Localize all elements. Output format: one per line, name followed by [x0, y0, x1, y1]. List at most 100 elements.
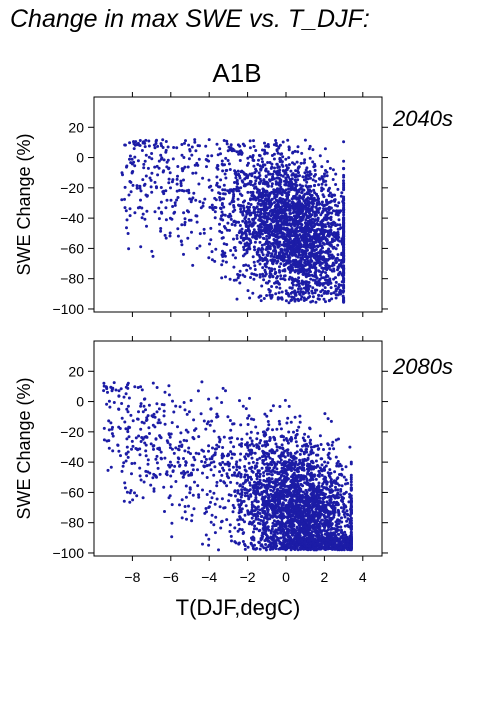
- scatter-point: [233, 208, 237, 212]
- scatter-point: [259, 207, 263, 211]
- scatter-point: [228, 202, 232, 206]
- scatter-point: [249, 203, 253, 206]
- scatter-point: [204, 457, 208, 461]
- scatter-point: [309, 471, 313, 475]
- scatter-point: [288, 207, 292, 211]
- scatter-point: [331, 440, 335, 444]
- scatter-point: [326, 282, 330, 286]
- scatter-point: [307, 267, 311, 271]
- scatter-point: [268, 293, 272, 297]
- scatter-point: [298, 241, 302, 245]
- scatter-point: [267, 279, 271, 283]
- scatter-point: [220, 263, 224, 267]
- scatter-point: [206, 154, 210, 158]
- scatter-point: [229, 493, 233, 497]
- scatter-point: [195, 220, 199, 224]
- scatter-point: [344, 482, 347, 486]
- scatter-point: [290, 234, 294, 238]
- scatter-point: [131, 498, 135, 502]
- scatter-point: [153, 165, 157, 169]
- scatter-point: [285, 166, 289, 170]
- scatter-point: [293, 299, 297, 303]
- scatter-point: [258, 174, 262, 177]
- scatter-point: [275, 204, 278, 208]
- scatter-point: [176, 174, 179, 178]
- scatter-point: [170, 180, 174, 184]
- scatter-point: [159, 157, 163, 161]
- scatter-point: [334, 284, 337, 288]
- scatter-point: [285, 484, 289, 488]
- scatter-point: [269, 488, 273, 492]
- scatter-point: [269, 492, 273, 496]
- scatter-point: [317, 200, 321, 204]
- scatter-point: [132, 140, 136, 144]
- scatter-point: [247, 202, 250, 205]
- scatter-point: [304, 205, 308, 209]
- scatter-point: [293, 237, 297, 241]
- scatter-point: [159, 142, 163, 146]
- scatter-point: [116, 443, 120, 447]
- scatter-point: [265, 189, 268, 193]
- scatter-point: [301, 234, 305, 238]
- scatter-point: [295, 184, 299, 187]
- scatter-point: [284, 289, 288, 293]
- scatter-point: [111, 449, 115, 453]
- scatter-point: [244, 224, 248, 228]
- scatter-point: [286, 184, 290, 187]
- scatter-point: [207, 178, 211, 182]
- scatter-point: [311, 299, 315, 303]
- scatter-point: [308, 156, 312, 160]
- scatter-point: [212, 473, 216, 477]
- scatter-point: [278, 422, 282, 426]
- scatter-point: [172, 410, 176, 414]
- scatter-point: [142, 162, 146, 166]
- scatter-point: [123, 420, 127, 424]
- scatter-point: [330, 237, 334, 241]
- scatter-point: [307, 147, 311, 151]
- scatter-point: [195, 214, 199, 218]
- scatter-point: [274, 226, 278, 230]
- scatter-point: [230, 149, 234, 153]
- y-tick-label: −40: [60, 210, 84, 226]
- scatter-point: [270, 269, 274, 273]
- scatter-point: [342, 247, 346, 251]
- scatter-point: [284, 239, 288, 243]
- scatter-point: [256, 259, 260, 263]
- scatter-point: [270, 252, 274, 256]
- scatter-point: [183, 505, 187, 508]
- scatter-point: [284, 188, 288, 192]
- scatter-point: [123, 481, 127, 485]
- scatter-point: [319, 273, 323, 277]
- scatter-point: [287, 258, 291, 262]
- scatter-point: [120, 198, 124, 202]
- scatter-point: [349, 473, 353, 477]
- scatter-point: [197, 157, 201, 161]
- scatter-point: [131, 183, 135, 187]
- scatter-point: [163, 233, 167, 237]
- scatter-point: [317, 223, 321, 227]
- scatter-point: [275, 199, 279, 203]
- scatter-point: [343, 515, 347, 519]
- scatter-point: [129, 161, 133, 165]
- scatter-point: [127, 435, 131, 439]
- scatter-point: [266, 227, 270, 231]
- scatter-point: [302, 240, 306, 244]
- scatter-point: [322, 276, 325, 280]
- scatter-point: [162, 189, 166, 193]
- scatter-point: [263, 141, 266, 145]
- scatter-point: [309, 258, 313, 261]
- scatter-point: [278, 230, 282, 234]
- scatter-point: [138, 144, 142, 147]
- scatter-point: [281, 446, 285, 450]
- scatter-point: [274, 180, 278, 184]
- scatter-point: [342, 271, 346, 275]
- scatter-point: [280, 211, 284, 215]
- scatter-point: [336, 187, 340, 191]
- scatter-point: [148, 176, 152, 180]
- scatter-point: [187, 188, 191, 192]
- scatter-point: [173, 203, 177, 207]
- scatter-point: [159, 200, 163, 204]
- scatter-point: [301, 484, 305, 488]
- scatter-point: [238, 517, 242, 521]
- scatter-point: [123, 185, 127, 189]
